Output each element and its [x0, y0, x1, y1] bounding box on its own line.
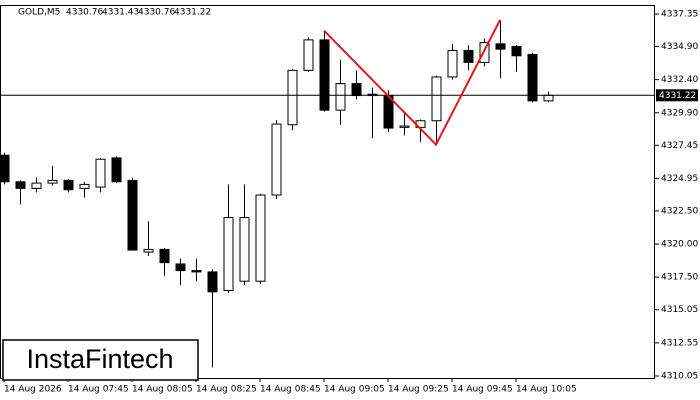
x-tick-label: 14 Aug 09:05: [324, 385, 385, 395]
candle-body: [31, 182, 42, 189]
candle-body: [335, 83, 346, 111]
ohlc-high: 4331.43: [102, 8, 139, 18]
y-tick-label: 4337.35: [661, 10, 698, 20]
candle-body: [543, 94, 554, 102]
ohlc-open: 4330.76: [66, 8, 103, 18]
last-price-label: 4331.22: [659, 91, 696, 101]
pattern-line: [323, 19, 501, 147]
candle-body: [207, 271, 218, 293]
candle-body: [127, 179, 138, 251]
candle-body: [143, 248, 154, 253]
candle-body: [111, 157, 122, 183]
ohlc-close: 4331.22: [174, 8, 211, 18]
candle-body: [191, 270, 202, 273]
ohlc-low: 4330.76: [138, 8, 175, 18]
candle-body: [431, 76, 442, 122]
x-tick-label: 14 Aug 08:25: [196, 385, 257, 395]
logo: InstaFintech: [26, 344, 173, 374]
y-tick-label: 4327.45: [661, 141, 698, 151]
x-tick-label: 14 Aug 07:45: [68, 385, 129, 395]
symbol: GOLD,M5: [18, 8, 60, 18]
candle-body: [255, 194, 266, 282]
x-tick-label: 14 Aug 08:45: [260, 385, 321, 395]
y-tick-label: 4310.05: [661, 372, 698, 382]
candle-body: [495, 43, 506, 50]
candle-body: [463, 49, 474, 63]
candle-body: [511, 46, 522, 57]
candle-body: [223, 217, 234, 291]
candle-body: [79, 183, 90, 189]
candle-body: [239, 217, 250, 282]
candle-body: [351, 83, 362, 97]
candle-body: [319, 39, 330, 111]
candle-body: [95, 158, 106, 188]
y-tick-label: 4334.90: [661, 42, 698, 52]
x-tick-label: 14 Aug 10:05: [516, 385, 577, 395]
last-price-box: [656, 89, 698, 102]
candle-body: [175, 263, 186, 272]
x-tick-label: 14 Aug 09:25: [388, 385, 449, 395]
y-tick-label: 4312.55: [661, 338, 698, 348]
x-tick-label: 14 Aug 09:45: [452, 385, 513, 395]
candle-body: [47, 179, 58, 184]
candle-body: [479, 42, 490, 63]
candle-body: [0, 154, 10, 183]
y-tick-label: 4329.90: [661, 108, 698, 118]
y-tick-label: 4322.50: [661, 206, 698, 216]
y-tick-label: 4332.40: [661, 75, 698, 85]
candle-body: [303, 39, 314, 71]
candle-body: [447, 49, 458, 78]
candle-body: [15, 181, 26, 189]
y-tick-label: 4315.05: [661, 305, 698, 315]
candle-body: [63, 179, 74, 191]
candle-body: [271, 123, 282, 196]
y-tick-label: 4320.00: [661, 240, 698, 250]
y-tick-label: 4317.50: [661, 273, 698, 283]
candle-body: [399, 125, 410, 128]
candle-body: [527, 53, 538, 102]
y-tick-label: 4324.95: [661, 174, 698, 184]
x-tick-label: 14 Aug 2026: [4, 385, 62, 395]
logo-box: [2, 339, 199, 381]
candle-body: [159, 248, 170, 264]
candle-body: [287, 69, 298, 126]
x-tick-label: 14 Aug 08:05: [132, 385, 193, 395]
